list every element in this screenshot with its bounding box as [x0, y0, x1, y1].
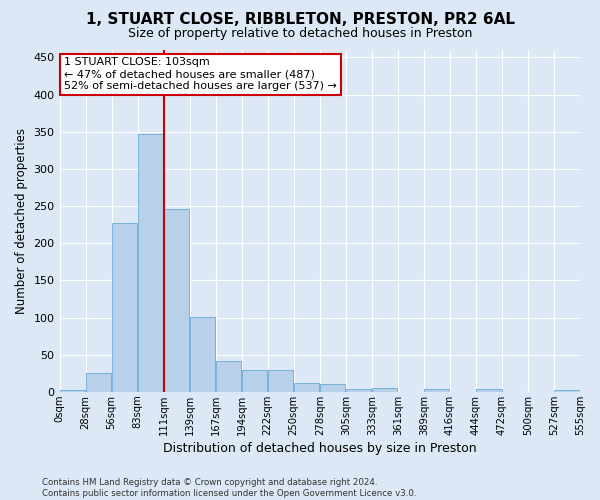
Bar — [294, 383, 319, 392]
Bar — [164, 209, 189, 392]
Text: Contains HM Land Registry data © Crown copyright and database right 2024.
Contai: Contains HM Land Registry data © Crown c… — [42, 478, 416, 498]
Bar — [476, 389, 502, 392]
Bar — [60, 390, 85, 392]
Bar — [242, 370, 268, 392]
Bar — [424, 389, 449, 392]
Y-axis label: Number of detached properties: Number of detached properties — [15, 128, 28, 314]
Bar — [138, 134, 163, 392]
X-axis label: Distribution of detached houses by size in Preston: Distribution of detached houses by size … — [163, 442, 476, 455]
Bar — [268, 370, 293, 392]
Bar — [86, 374, 111, 392]
Bar — [346, 389, 371, 392]
Bar — [372, 388, 397, 392]
Bar — [320, 384, 346, 392]
Bar — [554, 390, 580, 392]
Bar — [190, 317, 215, 392]
Bar — [112, 223, 137, 392]
Text: 1 STUART CLOSE: 103sqm
← 47% of detached houses are smaller (487)
52% of semi-de: 1 STUART CLOSE: 103sqm ← 47% of detached… — [64, 58, 337, 90]
Text: Size of property relative to detached houses in Preston: Size of property relative to detached ho… — [128, 28, 472, 40]
Bar — [216, 362, 241, 392]
Text: 1, STUART CLOSE, RIBBLETON, PRESTON, PR2 6AL: 1, STUART CLOSE, RIBBLETON, PRESTON, PR2… — [86, 12, 515, 28]
